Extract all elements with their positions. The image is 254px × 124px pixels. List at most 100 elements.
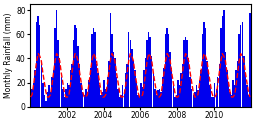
- Bar: [221, 16, 222, 107]
- Bar: [207, 73, 209, 107]
- Bar: [213, 83, 215, 107]
- Bar: [245, 85, 247, 107]
- Bar: [120, 95, 121, 107]
- Bar: [227, 83, 228, 107]
- Bar: [34, 70, 36, 107]
- Bar: [134, 70, 135, 107]
- Bar: [205, 61, 207, 107]
- Bar: [241, 22, 242, 107]
- Bar: [62, 89, 63, 107]
- Bar: [53, 70, 54, 107]
- Bar: [68, 85, 69, 107]
- Bar: [36, 22, 37, 107]
- Bar: [102, 92, 103, 107]
- Bar: [187, 58, 189, 107]
- Bar: [43, 95, 45, 107]
- Bar: [57, 40, 59, 107]
- Bar: [54, 28, 56, 107]
- Bar: [135, 83, 137, 107]
- Bar: [173, 97, 175, 107]
- Bar: [99, 85, 100, 107]
- Bar: [198, 80, 199, 107]
- Bar: [129, 40, 131, 107]
- Bar: [216, 77, 218, 107]
- Bar: [89, 68, 91, 107]
- Bar: [156, 90, 158, 107]
- Bar: [141, 87, 143, 107]
- Bar: [247, 95, 248, 107]
- Bar: [100, 95, 102, 107]
- Bar: [48, 85, 50, 107]
- Bar: [94, 32, 95, 107]
- Bar: [45, 101, 46, 107]
- Bar: [218, 64, 219, 107]
- Bar: [96, 64, 97, 107]
- Bar: [193, 92, 195, 107]
- Bar: [105, 89, 106, 107]
- Bar: [59, 58, 60, 107]
- Bar: [147, 32, 149, 107]
- Bar: [77, 46, 78, 107]
- Bar: [175, 95, 176, 107]
- Bar: [137, 95, 138, 107]
- Bar: [195, 85, 196, 107]
- Bar: [128, 32, 129, 107]
- Bar: [86, 92, 88, 107]
- Bar: [177, 80, 178, 107]
- Bar: [242, 56, 244, 107]
- Bar: [138, 97, 140, 107]
- Bar: [60, 77, 62, 107]
- Bar: [169, 52, 170, 107]
- Bar: [228, 92, 230, 107]
- Bar: [244, 73, 245, 107]
- Bar: [164, 34, 166, 107]
- Bar: [69, 70, 71, 107]
- Bar: [248, 13, 250, 107]
- Bar: [67, 83, 68, 107]
- Bar: [152, 73, 153, 107]
- Bar: [63, 97, 65, 107]
- Bar: [97, 73, 98, 107]
- Bar: [231, 80, 233, 107]
- Bar: [222, 10, 224, 107]
- Bar: [33, 83, 34, 107]
- Bar: [92, 28, 94, 107]
- Bar: [204, 28, 205, 107]
- Bar: [209, 85, 210, 107]
- Bar: [126, 64, 128, 107]
- Bar: [160, 92, 161, 107]
- Bar: [158, 89, 160, 107]
- Bar: [103, 80, 105, 107]
- Bar: [56, 10, 57, 107]
- Bar: [31, 89, 33, 107]
- Bar: [115, 77, 117, 107]
- Bar: [180, 73, 181, 107]
- Bar: [75, 28, 77, 107]
- Bar: [146, 40, 147, 107]
- Bar: [239, 25, 241, 107]
- Bar: [166, 28, 167, 107]
- Bar: [153, 89, 155, 107]
- Bar: [82, 92, 83, 107]
- Bar: [121, 85, 123, 107]
- Bar: [88, 80, 89, 107]
- Bar: [199, 70, 201, 107]
- Bar: [196, 90, 198, 107]
- Bar: [192, 95, 193, 107]
- Bar: [118, 97, 120, 107]
- Bar: [219, 28, 221, 107]
- Bar: [30, 77, 31, 107]
- Bar: [109, 13, 111, 107]
- Bar: [144, 58, 146, 107]
- Bar: [234, 70, 236, 107]
- Bar: [74, 25, 75, 107]
- Bar: [181, 64, 182, 107]
- Bar: [124, 73, 126, 107]
- Bar: [114, 58, 115, 107]
- Bar: [131, 49, 132, 107]
- Bar: [91, 34, 92, 107]
- Bar: [112, 52, 114, 107]
- Bar: [42, 83, 43, 107]
- Bar: [149, 37, 150, 107]
- Bar: [230, 95, 231, 107]
